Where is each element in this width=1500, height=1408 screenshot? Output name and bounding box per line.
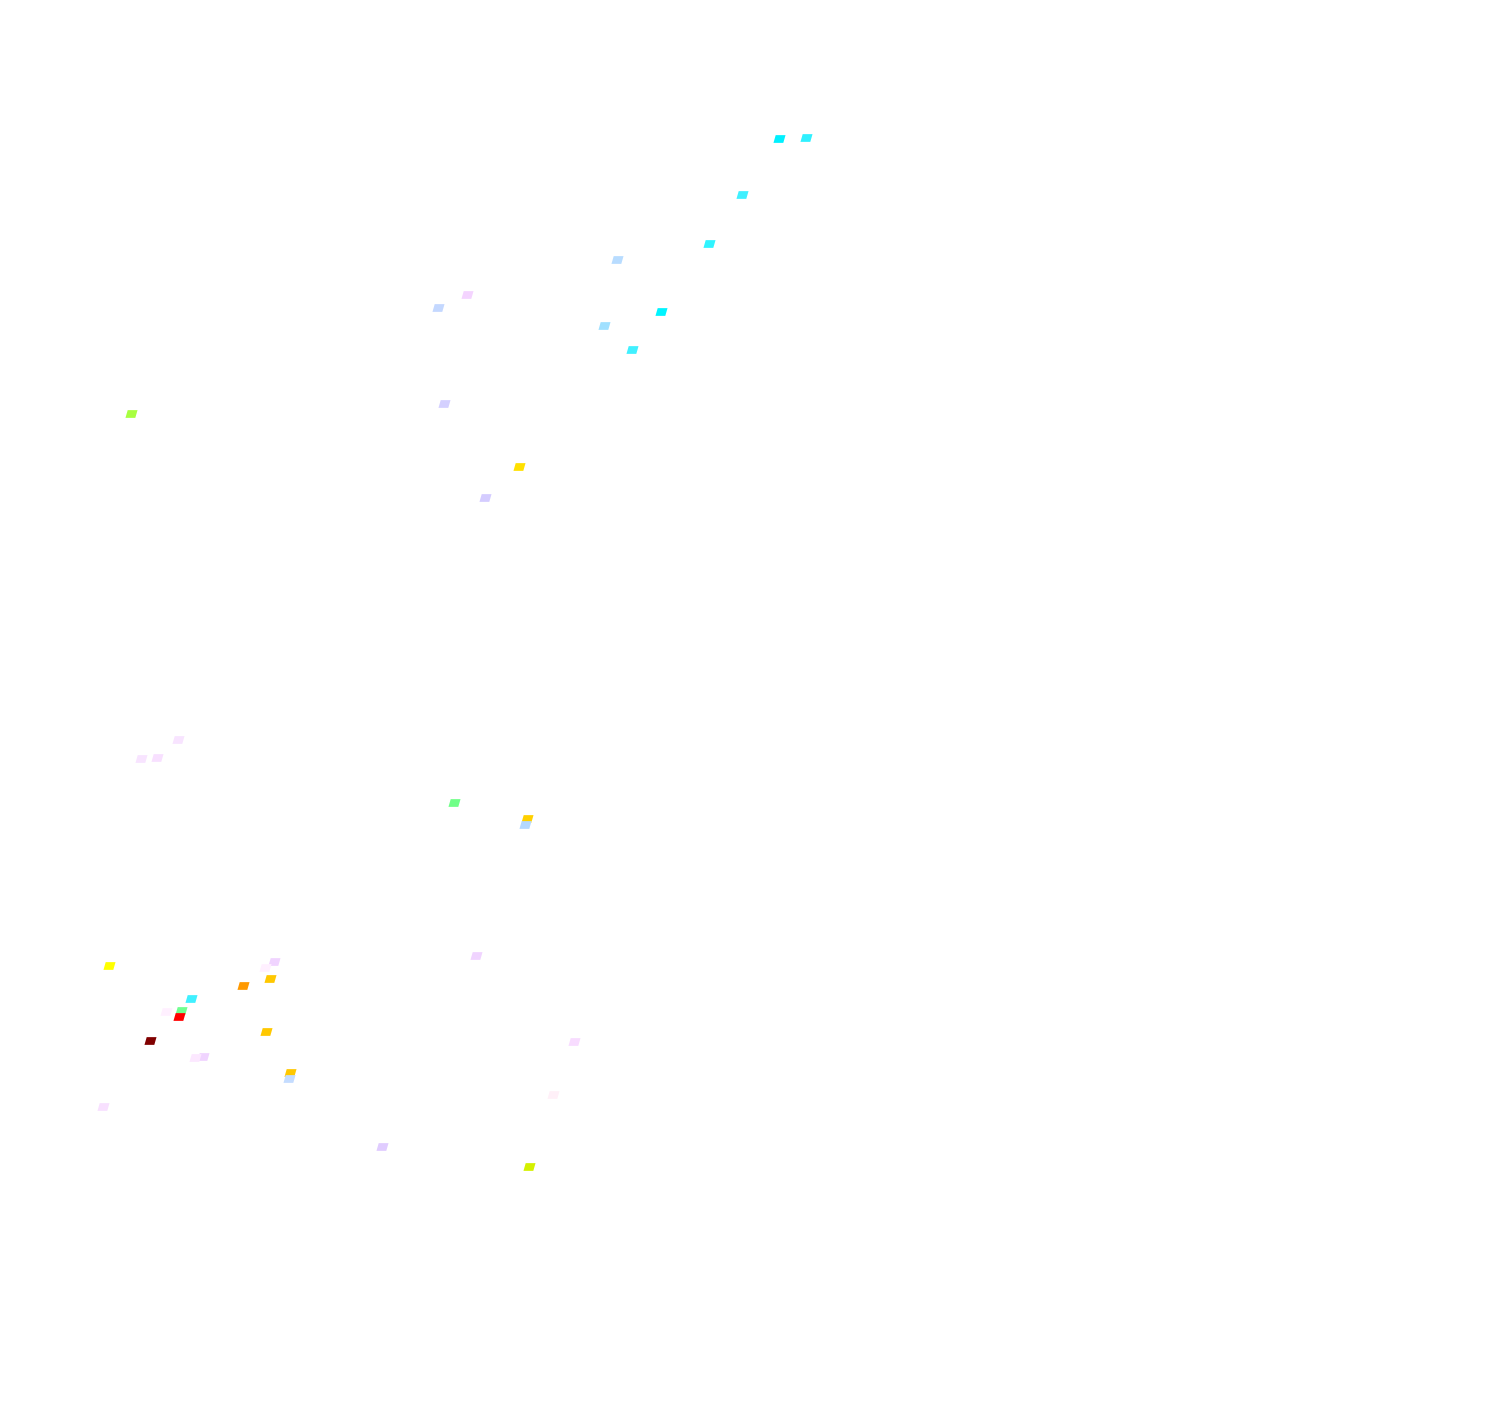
scatter-point-38 — [547, 1091, 560, 1099]
scatter-point-16 — [151, 754, 164, 762]
scatter-point-24 — [237, 982, 250, 990]
scatter-point-9 — [626, 346, 639, 354]
scatter-point-31 — [260, 1028, 273, 1036]
scatter-point-22 — [259, 964, 272, 972]
scatter-point-36 — [283, 1075, 296, 1083]
scatter-point-0 — [773, 135, 786, 143]
scatter-point-19 — [519, 821, 532, 829]
scatter-point-26 — [185, 995, 198, 1003]
scatter-point-29 — [160, 1008, 173, 1016]
scatter-point-10 — [125, 410, 138, 418]
scatter-point-8 — [655, 308, 668, 316]
scatter-point-15 — [135, 755, 148, 763]
scatter-point-37 — [97, 1103, 110, 1111]
scatter-point-20 — [103, 962, 116, 970]
scatter-point-25 — [264, 975, 277, 983]
scatter-point-1 — [800, 134, 813, 142]
scatter-point-4 — [611, 256, 624, 264]
scatter-point-2 — [736, 191, 749, 199]
scatter-point-17 — [448, 799, 461, 807]
scatter-point-40 — [523, 1163, 536, 1171]
scatter-point-5 — [461, 291, 474, 299]
scatter-point-34 — [189, 1054, 202, 1062]
scatter-point-12 — [513, 463, 526, 471]
scatter-point-6 — [432, 304, 445, 312]
scatter-point-14 — [172, 736, 185, 744]
scatter-point-39 — [376, 1143, 389, 1151]
scatter-point-32 — [568, 1038, 581, 1046]
scatter-point-23 — [470, 952, 483, 960]
scatter-point-30 — [144, 1037, 157, 1045]
scatter-point-7 — [598, 322, 611, 330]
data-points — [97, 134, 813, 1171]
scatter-point-21 — [268, 958, 281, 966]
scatter-point-28 — [173, 1013, 186, 1021]
scatter-point-11 — [438, 400, 451, 408]
scatter-point-13 — [479, 494, 492, 502]
scatter-point-3 — [703, 240, 716, 248]
